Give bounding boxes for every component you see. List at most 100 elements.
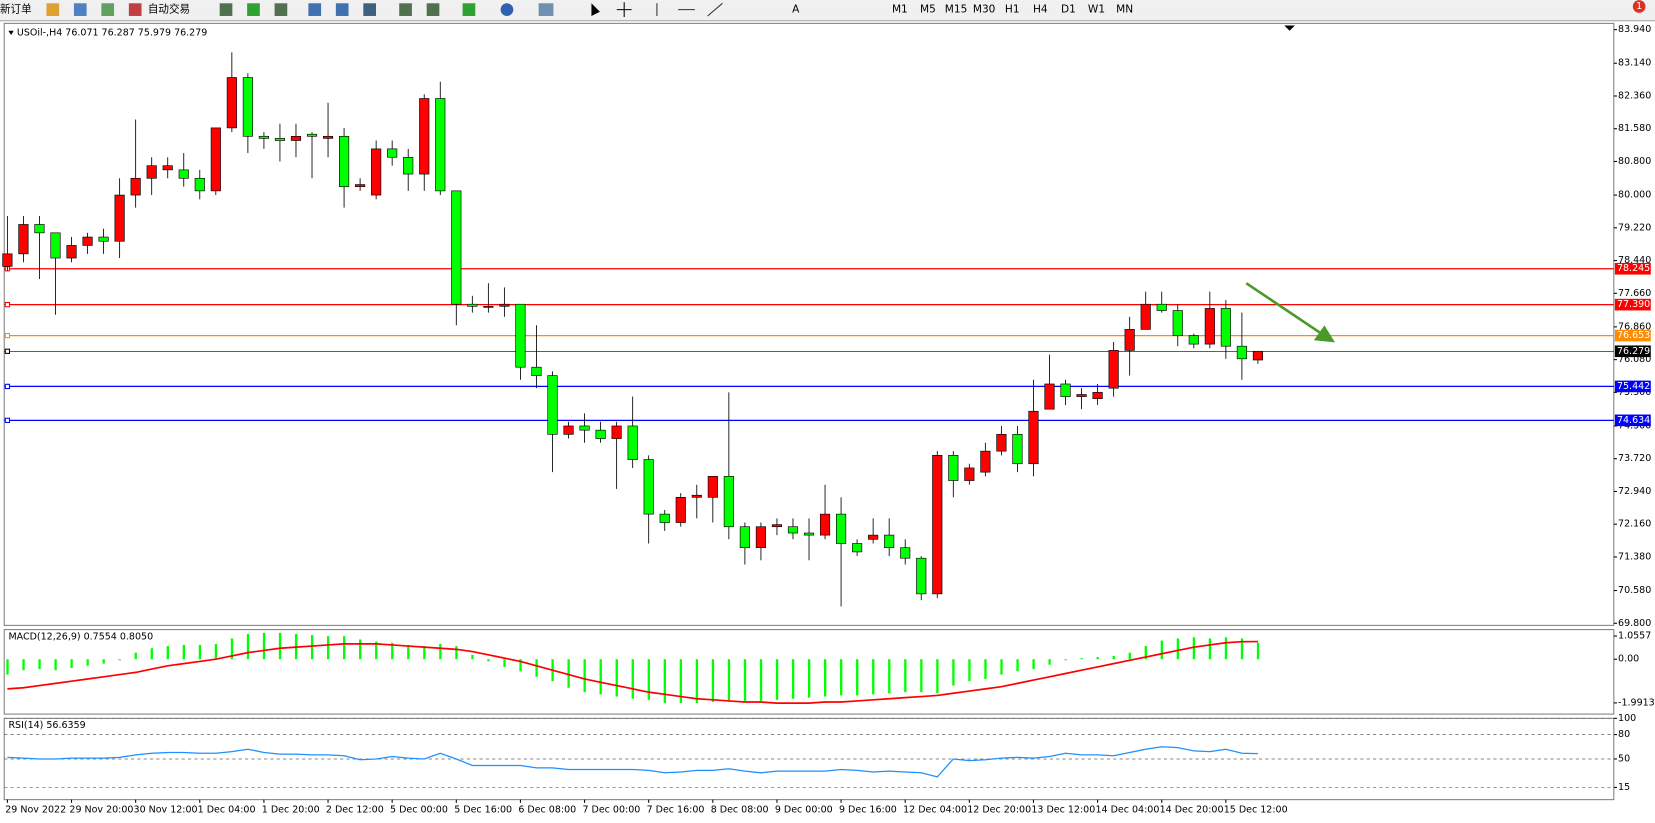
header-triangle <box>8 30 14 35</box>
macd-bar <box>1096 657 1099 660</box>
candle-body <box>643 459 654 515</box>
y-tick-label: 77.660 <box>1618 288 1651 299</box>
draw-icons[interactable] <box>656 2 723 17</box>
candle-body <box>852 543 863 553</box>
candle-body <box>547 375 558 435</box>
crosshair-icon[interactable] <box>616 2 632 18</box>
icon[interactable] <box>308 3 322 16</box>
auto-trading[interactable]: 自动交易 <box>148 3 190 16</box>
y-tick-label: 72.940 <box>1618 486 1651 497</box>
candle-body <box>868 534 879 540</box>
x-tick-label: 14 Dec 20:00 <box>1160 805 1224 816</box>
candle-body <box>146 165 157 179</box>
icon[interactable] <box>128 3 142 16</box>
timeframe[interactable]: M5 <box>920 4 936 16</box>
y-tick-label: 70.580 <box>1618 585 1651 596</box>
macd-bar <box>775 659 779 700</box>
rsi-title: RSI(14) 56.6359 <box>8 720 85 731</box>
x-tick-label: 29 Nov 20:00 <box>69 805 133 816</box>
macd-bar <box>984 659 987 679</box>
candle-body <box>531 366 542 376</box>
macd-bar <box>343 636 346 660</box>
macd-bar <box>727 659 731 701</box>
icon[interactable] <box>101 3 115 16</box>
timeframe[interactable]: M1 <box>892 4 908 16</box>
x-tick-label: 15 Dec 12:00 <box>1224 805 1288 816</box>
candle-body <box>755 526 766 549</box>
macd-bar <box>535 659 538 677</box>
x-tick-label: 9 Dec 16:00 <box>839 805 897 816</box>
macd-bar <box>86 659 89 666</box>
icon[interactable] <box>426 3 440 16</box>
y-tick-label: 79.220 <box>1618 222 1651 233</box>
toolbar-bg <box>0 0 1655 21</box>
signal-line <box>7 640 1258 704</box>
level-label-bg <box>1614 262 1651 275</box>
icon[interactable] <box>46 3 60 16</box>
icon[interactable] <box>500 3 514 16</box>
y-tick-label: 76.080 <box>1618 354 1651 365</box>
macd-bar <box>1256 642 1260 660</box>
candle-body <box>627 425 638 460</box>
macd-bar <box>310 635 314 660</box>
level-marker <box>4 417 11 423</box>
candle-body <box>932 455 943 595</box>
timeframe[interactable]: M15 <box>945 4 968 16</box>
icon[interactable] <box>219 3 233 16</box>
y-tick-label: 83.140 <box>1618 58 1651 69</box>
timeframe[interactable]: H4 <box>1033 4 1048 16</box>
macd-bar <box>70 659 73 669</box>
level-label-bg <box>1614 345 1651 358</box>
candle-body <box>787 526 799 534</box>
macd-bar <box>54 659 57 671</box>
macd-bar <box>1176 638 1180 660</box>
text-icon[interactable]: A <box>792 4 800 16</box>
macd-bar <box>1080 658 1083 660</box>
candle-body <box>242 77 253 137</box>
x-tick-label: 6 Dec 08:00 <box>518 805 576 816</box>
candle-body <box>467 303 478 307</box>
x-tick-label: 5 Dec 00:00 <box>390 805 448 816</box>
candle-body <box>403 156 414 175</box>
macd-bar <box>439 643 442 660</box>
level-marker <box>4 301 11 308</box>
candle-body <box>82 236 93 246</box>
new-order[interactable]: 新订单 <box>0 3 32 16</box>
icon[interactable] <box>247 3 260 16</box>
icon[interactable] <box>462 3 476 16</box>
timeframe[interactable]: D1 <box>1061 4 1076 16</box>
timeframe[interactable]: M30 <box>973 4 996 16</box>
x-tick-label: 12 Dec 04:00 <box>903 805 967 816</box>
timeframe[interactable]: H1 <box>1005 4 1020 16</box>
annotation-arrow <box>1245 282 1335 343</box>
candle-body <box>1124 329 1135 351</box>
y-tick-label: 50 <box>1618 753 1630 764</box>
icon[interactable] <box>73 3 87 16</box>
y-tick-label: 78.440 <box>1618 255 1651 266</box>
macd-bar <box>1048 659 1051 665</box>
icon[interactable] <box>538 3 554 16</box>
candle-body <box>563 425 574 435</box>
candle-body <box>34 224 45 234</box>
candle-body <box>595 429 606 439</box>
macd-bar <box>519 659 522 672</box>
macd-bar <box>134 652 137 660</box>
macd-bar <box>166 646 169 660</box>
icon[interactable] <box>363 3 376 16</box>
macd-bar <box>1016 659 1019 672</box>
icon[interactable] <box>399 3 412 16</box>
macd-bar <box>455 646 458 660</box>
marks: 83.940 83.140 82.360 81.580 80.800 80.000 79.2… <box>2 24 1655 816</box>
macd-bar <box>246 633 250 660</box>
icon[interactable] <box>335 3 349 16</box>
macd-bar <box>1128 652 1131 660</box>
y-tick-label: 82.360 <box>1618 90 1651 101</box>
timeframe[interactable]: W1 <box>1088 4 1105 16</box>
cursor-icon[interactable] <box>591 3 600 16</box>
x-tick-label: 7 Dec 00:00 <box>582 805 640 816</box>
timeframe[interactable]: MN <box>1116 4 1133 16</box>
y-tick-label: 80.000 <box>1618 190 1651 201</box>
icon[interactable] <box>274 3 288 16</box>
